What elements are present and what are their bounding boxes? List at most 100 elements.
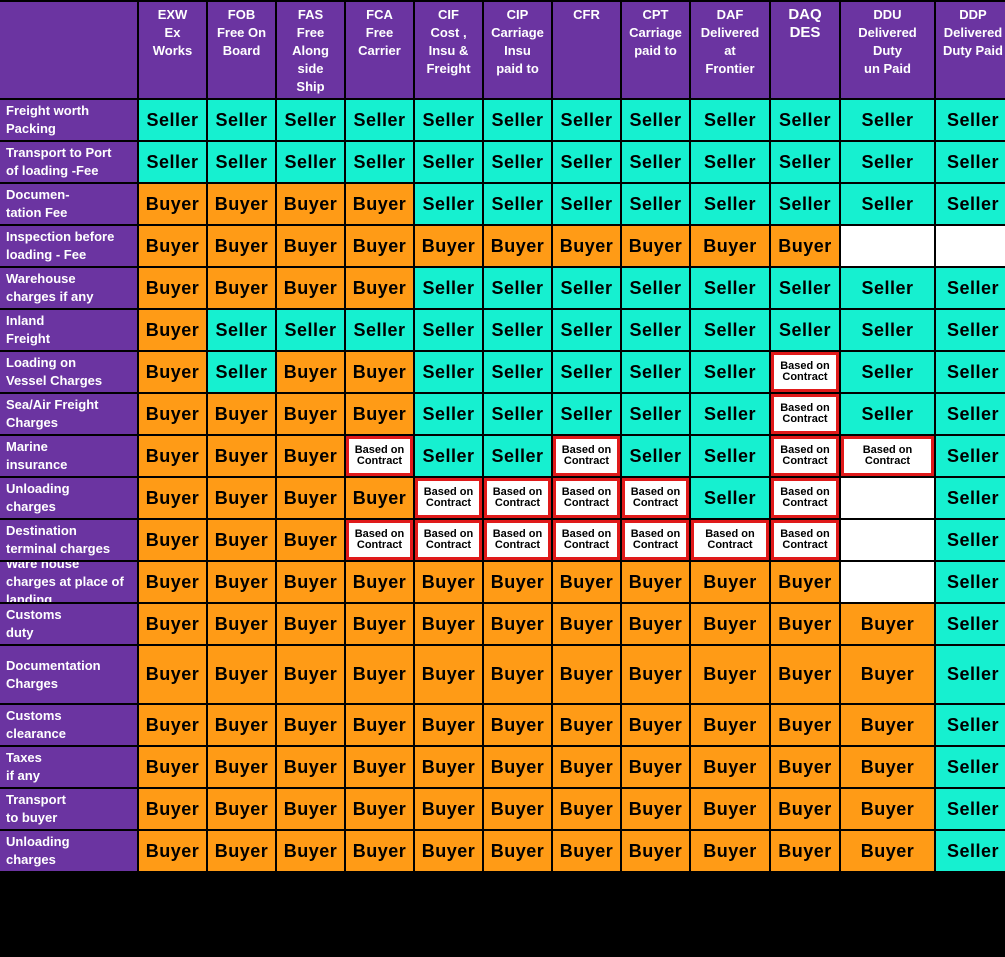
seller-cell: Seller	[415, 142, 482, 182]
buyer-cell: Buyer	[771, 747, 839, 787]
seller-cell: Seller	[936, 436, 1005, 476]
contract-cell-text: Based on Contract	[625, 481, 686, 515]
buyer-cell: Buyer	[346, 646, 413, 703]
buyer-cell: Buyer	[346, 268, 413, 308]
contract-cell-text: Based on Contract	[844, 439, 931, 473]
contract-cell: Based on Contract	[346, 520, 413, 560]
seller-cell: Seller	[415, 352, 482, 392]
seller-cell: Seller	[841, 352, 934, 392]
buyer-cell: Buyer	[277, 747, 344, 787]
buyer-cell: Buyer	[346, 831, 413, 871]
contract-cell: Based on Contract	[415, 520, 482, 560]
seller-cell: Seller	[771, 100, 839, 140]
column-header-code: EXW	[157, 7, 188, 22]
seller-cell: Seller	[484, 436, 551, 476]
seller-cell: Seller	[936, 604, 1005, 644]
buyer-cell: Buyer	[415, 789, 482, 829]
buyer-cell: Buyer	[415, 831, 482, 871]
seller-cell: Seller	[936, 394, 1005, 434]
seller-cell: Seller	[841, 394, 934, 434]
buyer-cell: Buyer	[484, 705, 551, 745]
buyer-cell: Buyer	[691, 604, 769, 644]
contract-cell: Based on Contract	[484, 478, 551, 518]
contract-cell: Based on Contract	[691, 520, 769, 560]
buyer-cell: Buyer	[622, 789, 689, 829]
seller-cell: Seller	[936, 831, 1005, 871]
contract-cell-text: Based on Contract	[418, 523, 479, 557]
seller-cell: Seller	[841, 310, 934, 350]
buyer-cell: Buyer	[691, 789, 769, 829]
empty-cell	[841, 478, 934, 518]
seller-cell: Seller	[553, 394, 620, 434]
buyer-cell: Buyer	[277, 646, 344, 703]
contract-cell: Based on Contract	[346, 436, 413, 476]
buyer-cell: Buyer	[346, 226, 413, 266]
seller-cell: Seller	[936, 310, 1005, 350]
contract-cell-text: Based on Contract	[349, 523, 410, 557]
buyer-cell: Buyer	[771, 831, 839, 871]
contract-cell-text: Based on Contract	[556, 523, 617, 557]
seller-cell: Seller	[553, 352, 620, 392]
buyer-cell: Buyer	[771, 789, 839, 829]
buyer-cell: Buyer	[208, 520, 275, 560]
buyer-cell: Buyer	[553, 747, 620, 787]
seller-cell: Seller	[346, 100, 413, 140]
buyer-cell: Buyer	[691, 705, 769, 745]
seller-cell: Seller	[691, 310, 769, 350]
column-header-fca: FCA Free Carrier	[346, 2, 413, 98]
buyer-cell: Buyer	[484, 831, 551, 871]
buyer-cell: Buyer	[553, 646, 620, 703]
row-label: Customs duty	[0, 604, 137, 644]
buyer-cell: Buyer	[415, 604, 482, 644]
buyer-cell: Buyer	[139, 226, 206, 266]
column-header-name: Delivered Duty Paid	[943, 25, 1003, 58]
row-label: Customs clearance	[0, 705, 137, 745]
buyer-cell: Buyer	[277, 352, 344, 392]
seller-cell: Seller	[691, 268, 769, 308]
seller-cell: Seller	[691, 352, 769, 392]
buyer-cell: Buyer	[771, 705, 839, 745]
buyer-cell: Buyer	[622, 646, 689, 703]
seller-cell: Seller	[415, 310, 482, 350]
contract-cell-text: Based on Contract	[774, 481, 836, 515]
column-header-code: DDP	[959, 7, 987, 22]
column-header-ddu: DDU Delivered Duty un Paid	[841, 2, 934, 98]
seller-cell: Seller	[415, 436, 482, 476]
seller-cell: Seller	[277, 142, 344, 182]
buyer-cell: Buyer	[841, 705, 934, 745]
contract-cell: Based on Contract	[841, 436, 934, 476]
buyer-cell: Buyer	[691, 831, 769, 871]
seller-cell: Seller	[208, 352, 275, 392]
seller-cell: Seller	[771, 310, 839, 350]
row-label: Inland Freight	[0, 310, 137, 350]
row-label: Marine insurance	[0, 436, 137, 476]
seller-cell: Seller	[841, 100, 934, 140]
seller-cell: Seller	[484, 310, 551, 350]
buyer-cell: Buyer	[553, 831, 620, 871]
seller-cell: Seller	[208, 100, 275, 140]
buyer-cell: Buyer	[208, 562, 275, 602]
seller-cell: Seller	[622, 100, 689, 140]
seller-cell: Seller	[208, 142, 275, 182]
row-label: Documen- tation Fee	[0, 184, 137, 224]
buyer-cell: Buyer	[622, 226, 689, 266]
buyer-cell: Buyer	[139, 520, 206, 560]
buyer-cell: Buyer	[208, 268, 275, 308]
buyer-cell: Buyer	[484, 646, 551, 703]
contract-cell-text: Based on Contract	[487, 523, 548, 557]
row-label: Destination terminal charges	[0, 520, 137, 560]
column-header-ddp: DDP Delivered Duty Paid	[936, 2, 1005, 98]
buyer-cell: Buyer	[553, 226, 620, 266]
buyer-cell: Buyer	[139, 436, 206, 476]
column-header-name: Free Along side Ship	[292, 25, 329, 94]
buyer-cell: Buyer	[622, 562, 689, 602]
contract-cell-text: Based on Contract	[774, 355, 836, 389]
column-header-name: Cost , Insu & Freight	[426, 25, 471, 76]
column-header-fob: FOB Free On Board	[208, 2, 275, 98]
buyer-cell: Buyer	[277, 604, 344, 644]
seller-cell: Seller	[553, 100, 620, 140]
buyer-cell: Buyer	[346, 478, 413, 518]
buyer-cell: Buyer	[139, 394, 206, 434]
contract-cell: Based on Contract	[415, 478, 482, 518]
